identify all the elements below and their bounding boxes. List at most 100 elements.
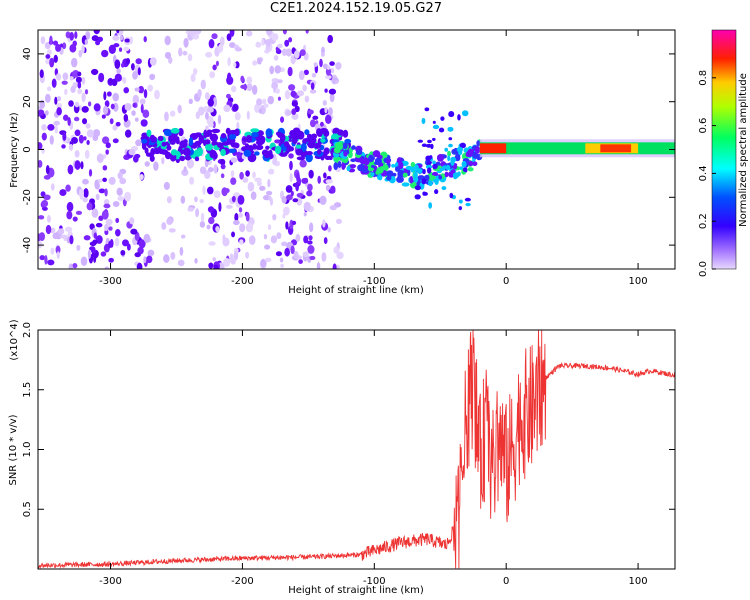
heatmap-cell [282,213,286,219]
bottom-x-tick-label: -200 [231,576,254,587]
heatmap-cell [309,119,316,128]
chart-title: C2E1.2024.152.19.05.G27 [269,1,443,16]
heatmap-cell [333,146,341,154]
heatmap-cell [50,183,55,191]
heatmap-cell [161,157,165,165]
heatmap-cell [285,48,293,57]
heatmap-cell [170,127,180,134]
heatmap-cell [189,30,197,37]
heatmap-cell [322,219,326,228]
colorbar-tick-label: 0.2 [698,213,709,229]
heatmap-cell [44,93,51,103]
heatmap-cell [291,108,297,116]
heatmap-cell [456,146,463,153]
heatmap-cell [220,133,227,139]
heatmap-cell [154,89,160,100]
top-y-tick-label: 20 [22,95,33,108]
heatmap-cell [458,199,463,204]
heatmap-cell [213,264,219,269]
heatmap-cell [332,263,337,269]
heatmap-cell [325,184,331,192]
heatmap-cell [166,145,172,151]
heatmap-cell [367,167,375,172]
heatmap-cell [327,34,334,44]
colorbar-tick-label: 0.8 [698,70,709,86]
heatmap-cell [224,188,230,194]
heatmap-cell [132,102,136,108]
heatmap-cell [325,67,332,76]
top-x-ticks: -300 -200 -100 0 100 [99,30,648,287]
heatmap-cell [46,86,52,92]
heatmap-cell [230,177,237,185]
heatmap-cell [305,150,313,156]
heatmap-cell [263,103,269,108]
heatmap-cell [302,251,309,258]
heatmap-cell [45,164,50,175]
heatmap-cell [324,88,328,93]
heatmap-cell [221,141,230,146]
heatmap-cell [265,45,270,52]
colorbar-label: Normalized spectral amplitude [738,73,749,227]
heatmap-cell [337,160,342,168]
heatmap-cell [38,160,43,168]
heatmap-cell [206,224,211,230]
heatmap-cell [304,129,310,136]
heatmap-cell [301,177,309,184]
heatmap-cell [275,251,282,257]
heatmap-cell [387,171,393,178]
heatmap-cell [207,206,215,213]
heatmap-cell [81,92,86,103]
heatmap-cell [268,168,275,175]
heatmap-cell [121,239,129,247]
heatmap-cell [324,74,332,80]
heatmap-band-peak-core [600,144,632,153]
heatmap-cell [118,47,123,52]
top-y-axis-label: Frequency (Hz) [9,112,20,188]
heatmap-cell [296,90,305,97]
heatmap-cell [95,222,103,228]
snr-line-series [38,330,675,569]
heatmap-cell [284,39,290,47]
heatmap-cell [401,182,410,187]
heatmap-cell [449,192,454,199]
top-y-tick-label: -40 [22,237,33,253]
heatmap-cell [205,143,213,151]
heatmap-cell [286,194,293,201]
heatmap-cell [222,237,230,247]
heatmap-cell [123,113,129,122]
top-x-axis-label: Height of straight line (km) [288,285,424,296]
heatmap-cell [77,81,82,89]
heatmap-cell [150,147,155,157]
heatmap-cell [296,172,300,183]
heatmap-cell [91,68,99,76]
heatmap-cell [292,198,299,203]
heatmap-cell [106,91,112,97]
heatmap-cell [101,136,110,144]
heatmap-cell [56,107,62,116]
heatmap-cell [309,89,317,94]
heatmap-cell [220,173,225,179]
heatmap-cell [341,162,346,170]
heatmap-cell [285,185,293,193]
heatmap-cell [87,249,92,259]
heatmap-cell [47,215,51,223]
heatmap-cell [291,100,299,107]
heatmap-cell [234,142,240,149]
heatmap-cell [426,167,432,174]
heatmap-cell [266,190,273,196]
heatmap-cell [211,128,221,134]
heatmap-cell [61,80,68,85]
heatmap-cell [140,119,148,127]
heatmap-cell [39,99,45,109]
heatmap-cell [195,208,200,218]
heatmap-cell [436,154,444,162]
heatmap-cell [101,114,106,119]
heatmap-cell [180,234,186,239]
heatmap-cell [277,96,281,101]
heatmap-cell [432,160,436,165]
heatmap-cell [414,194,421,200]
heatmap-cell [323,237,328,244]
heatmap-cell [55,43,62,52]
top-x-tick-label: 0 [503,276,509,287]
heatmap-cell [231,195,236,203]
